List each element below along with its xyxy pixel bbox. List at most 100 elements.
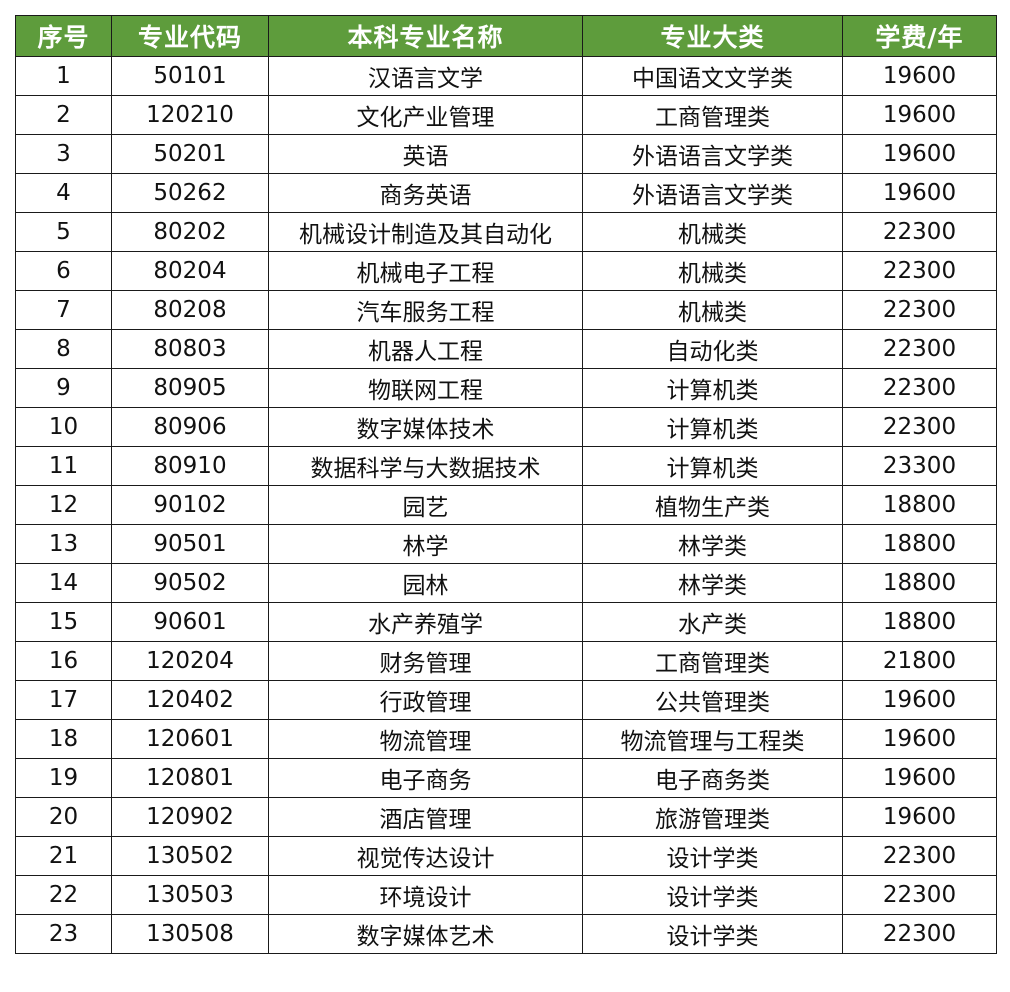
cell-major-name: 园艺 xyxy=(268,485,583,525)
cell-major-category: 植物生产类 xyxy=(582,485,843,525)
cell-major-code: 120402 xyxy=(111,680,269,720)
cell-major-category: 设计学类 xyxy=(582,875,843,915)
table-row: 15 90601 水产养殖学 水产类 18800 xyxy=(15,602,997,642)
cell-tuition: 18800 xyxy=(842,602,997,642)
cell-major-name: 视觉传达设计 xyxy=(268,836,583,876)
cell-major-name: 英语 xyxy=(268,134,583,174)
table-body: 1 50101 汉语言文学 中国语文文学类 19600 2 120210 文化产业管理 工商管理… xyxy=(15,56,997,954)
table-row: 14 90502 园林 林学类 18800 xyxy=(15,563,997,603)
cell-major-code: 80204 xyxy=(111,251,269,291)
table-row: 7 80208 汽车服务工程 机械类 22300 xyxy=(15,290,997,330)
table-header: 序号 专业代码 本科专业名称 专业大类 学费/年 xyxy=(15,15,997,57)
table-row: 5 80202 机械设计制造及其自动化 机械类 22300 xyxy=(15,212,997,252)
cell-index: 21 xyxy=(15,836,112,876)
cell-index: 23 xyxy=(15,914,112,954)
cell-major-code: 80905 xyxy=(111,368,269,408)
cell-major-category: 机械类 xyxy=(582,290,843,330)
table-row: 9 80905 物联网工程 计算机类 22300 xyxy=(15,368,997,408)
cell-major-category: 公共管理类 xyxy=(582,680,843,720)
cell-major-name: 酒店管理 xyxy=(268,797,583,837)
cell-tuition: 22300 xyxy=(842,329,997,369)
cell-tuition: 19600 xyxy=(842,173,997,213)
header-major-category: 专业大类 xyxy=(582,15,843,57)
cell-tuition: 19600 xyxy=(842,719,997,759)
table-row: 21 130502 视觉传达设计 设计学类 22300 xyxy=(15,836,997,876)
cell-index: 11 xyxy=(15,446,112,486)
cell-major-code: 80910 xyxy=(111,446,269,486)
cell-major-code: 120601 xyxy=(111,719,269,759)
cell-index: 10 xyxy=(15,407,112,447)
table-row: 10 80906 数字媒体技术 计算机类 22300 xyxy=(15,407,997,447)
cell-major-name: 机器人工程 xyxy=(268,329,583,369)
cell-major-name: 商务英语 xyxy=(268,173,583,213)
cell-major-code: 130508 xyxy=(111,914,269,954)
table-row: 23 130508 数字媒体艺术 设计学类 22300 xyxy=(15,914,997,954)
cell-index: 9 xyxy=(15,368,112,408)
cell-major-name: 水产养殖学 xyxy=(268,602,583,642)
cell-major-code: 80202 xyxy=(111,212,269,252)
cell-major-name: 汉语言文学 xyxy=(268,56,583,96)
cell-index: 16 xyxy=(15,641,112,681)
cell-major-category: 机械类 xyxy=(582,251,843,291)
cell-index: 6 xyxy=(15,251,112,291)
cell-tuition: 22300 xyxy=(842,836,997,876)
cell-major-code: 120204 xyxy=(111,641,269,681)
cell-major-category: 外语语言文学类 xyxy=(582,134,843,174)
cell-major-category: 中国语文文学类 xyxy=(582,56,843,96)
header-major-name: 本科专业名称 xyxy=(268,15,583,57)
cell-index: 14 xyxy=(15,563,112,603)
cell-major-category: 外语语言文学类 xyxy=(582,173,843,213)
cell-major-name: 数据科学与大数据技术 xyxy=(268,446,583,486)
cell-tuition: 19600 xyxy=(842,680,997,720)
cell-major-code: 50262 xyxy=(111,173,269,213)
cell-major-name: 数字媒体技术 xyxy=(268,407,583,447)
table-row: 2 120210 文化产业管理 工商管理类 19600 xyxy=(15,95,997,135)
cell-major-name: 林学 xyxy=(268,524,583,564)
cell-index: 13 xyxy=(15,524,112,564)
header-row: 序号 专业代码 本科专业名称 专业大类 学费/年 xyxy=(15,15,997,57)
cell-major-code: 120902 xyxy=(111,797,269,837)
cell-index: 2 xyxy=(15,95,112,135)
cell-major-category: 自动化类 xyxy=(582,329,843,369)
cell-index: 15 xyxy=(15,602,112,642)
cell-index: 18 xyxy=(15,719,112,759)
cell-major-category: 工商管理类 xyxy=(582,95,843,135)
table-row: 12 90102 园艺 植物生产类 18800 xyxy=(15,485,997,525)
cell-major-category: 计算机类 xyxy=(582,446,843,486)
cell-index: 17 xyxy=(15,680,112,720)
cell-major-name: 数字媒体艺术 xyxy=(268,914,583,954)
cell-major-name: 行政管理 xyxy=(268,680,583,720)
table-row: 22 130503 环境设计 设计学类 22300 xyxy=(15,875,997,915)
table-row: 19 120801 电子商务 电子商务类 19600 xyxy=(15,758,997,798)
cell-major-code: 90102 xyxy=(111,485,269,525)
cell-major-name: 文化产业管理 xyxy=(268,95,583,135)
cell-major-code: 120210 xyxy=(111,95,269,135)
cell-major-name: 汽车服务工程 xyxy=(268,290,583,330)
table-row: 4 50262 商务英语 外语语言文学类 19600 xyxy=(15,173,997,213)
cell-index: 20 xyxy=(15,797,112,837)
cell-major-category: 林学类 xyxy=(582,524,843,564)
cell-major-category: 设计学类 xyxy=(582,836,843,876)
cell-major-category: 设计学类 xyxy=(582,914,843,954)
cell-index: 22 xyxy=(15,875,112,915)
cell-index: 5 xyxy=(15,212,112,252)
cell-major-code: 90502 xyxy=(111,563,269,603)
cell-tuition: 18800 xyxy=(842,563,997,603)
header-major-code: 专业代码 xyxy=(111,15,269,57)
table-row: 6 80204 机械电子工程 机械类 22300 xyxy=(15,251,997,291)
table-row: 18 120601 物流管理 物流管理与工程类 19600 xyxy=(15,719,997,759)
cell-major-code: 120801 xyxy=(111,758,269,798)
table-row: 1 50101 汉语言文学 中国语文文学类 19600 xyxy=(15,56,997,96)
cell-major-code: 80208 xyxy=(111,290,269,330)
table-row: 13 90501 林学 林学类 18800 xyxy=(15,524,997,564)
cell-major-name: 物联网工程 xyxy=(268,368,583,408)
cell-tuition: 22300 xyxy=(842,368,997,408)
cell-index: 3 xyxy=(15,134,112,174)
cell-tuition: 18800 xyxy=(842,524,997,564)
cell-index: 8 xyxy=(15,329,112,369)
table-row: 8 80803 机器人工程 自动化类 22300 xyxy=(15,329,997,369)
header-tuition: 学费/年 xyxy=(842,15,997,57)
table-row: 3 50201 英语 外语语言文学类 19600 xyxy=(15,134,997,174)
cell-tuition: 23300 xyxy=(842,446,997,486)
cell-major-code: 130502 xyxy=(111,836,269,876)
